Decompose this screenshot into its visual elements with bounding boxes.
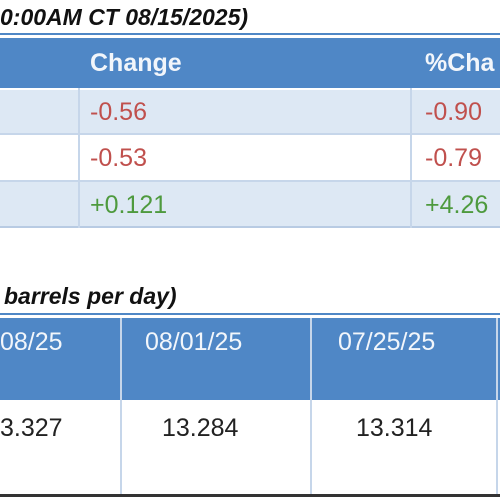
- cell: +4.26: [425, 191, 489, 219]
- header-cell: 08/25: [0, 328, 63, 356]
- row: [0, 137, 500, 182]
- header-cell: %Cha: [425, 49, 495, 77]
- bottom-border: [0, 494, 500, 497]
- col-sep: [410, 88, 412, 228]
- header-cell: 08/01/25: [145, 328, 243, 356]
- cell: 13.314: [356, 414, 433, 442]
- cell: -0.53: [90, 144, 147, 172]
- col-sep: [78, 88, 80, 228]
- cell: +0.121: [90, 191, 168, 219]
- cell: 13.284: [162, 414, 239, 442]
- cell: -0.56: [90, 98, 147, 126]
- rule: [0, 313, 500, 315]
- cell: -0.90: [425, 98, 482, 126]
- rule: [0, 33, 500, 35]
- header-cell: Change: [90, 49, 182, 77]
- col-sep: [310, 318, 312, 495]
- cell: -0.79: [425, 144, 482, 172]
- col-sep: [120, 318, 122, 495]
- row: [0, 90, 500, 135]
- row: [0, 182, 500, 228]
- production-table-title: barrels per day): [4, 283, 177, 309]
- header-row: [0, 38, 500, 88]
- header-row: [0, 318, 500, 400]
- cell: 3.327: [0, 414, 63, 442]
- price-table-title: 0:00AM CT 08/15/2025): [0, 4, 249, 30]
- header-cell: 07/25/25: [338, 328, 436, 356]
- col-sep: [496, 318, 498, 495]
